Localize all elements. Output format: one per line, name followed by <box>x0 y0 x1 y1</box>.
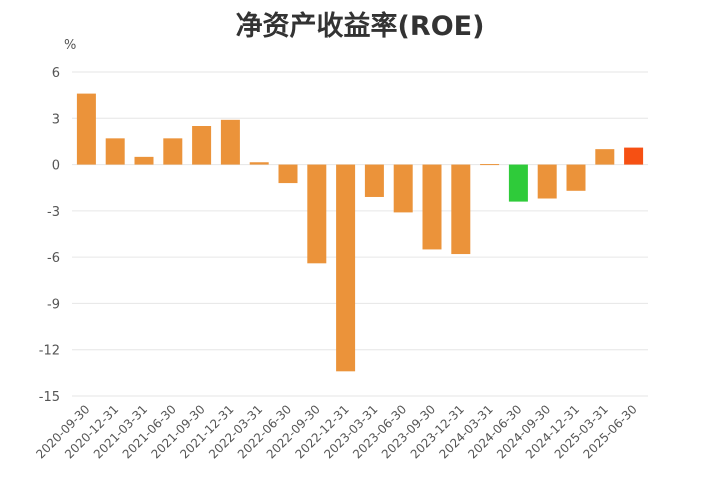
bar-2023-09-30 <box>422 164 442 250</box>
bar-2024-12-31 <box>566 164 586 191</box>
y-tick-label: -15 <box>39 390 60 405</box>
bar-2024-06-30 <box>508 164 528 202</box>
grid-lines <box>72 71 648 397</box>
bar-2021-06-30 <box>163 138 183 165</box>
bar-2021-03-31 <box>134 156 154 165</box>
bar-2023-06-30 <box>393 164 413 213</box>
bar-2022-03-31 <box>249 162 269 165</box>
bar-2025-06-30 <box>624 147 644 165</box>
bar-2021-09-30 <box>192 126 212 165</box>
bar-2023-12-31 <box>451 164 471 255</box>
bar-2020-12-31 <box>105 138 125 165</box>
bar-2022-06-30 <box>278 164 298 184</box>
bar-2025-03-31 <box>595 149 615 165</box>
bars <box>76 93 644 372</box>
bar-2024-09-30 <box>537 164 557 199</box>
y-tick-label: 3 <box>52 112 60 127</box>
y-unit-label: % <box>64 38 77 53</box>
y-tick-label: -6 <box>47 251 60 266</box>
y-tick-label: 0 <box>52 159 60 174</box>
y-tick-label: -3 <box>47 205 60 220</box>
bar-2021-12-31 <box>220 119 240 165</box>
x-axis: 2020-09-302020-12-312021-03-312021-06-30… <box>33 402 639 461</box>
bar-2020-09-30 <box>76 93 96 165</box>
chart-title: 净资产收益率(ROE) <box>235 11 485 42</box>
y-axis: 6 3 0 -3 -6 -9 -12 -15 <box>39 66 60 405</box>
bar-2022-12-31 <box>336 164 356 372</box>
bar-2022-09-30 <box>307 164 327 264</box>
y-tick-label: -12 <box>39 344 60 359</box>
bar-2023-03-31 <box>364 164 384 197</box>
y-tick-label: -9 <box>47 297 60 312</box>
bar-2024-03-31 <box>480 164 500 166</box>
y-tick-label: 6 <box>52 66 60 81</box>
